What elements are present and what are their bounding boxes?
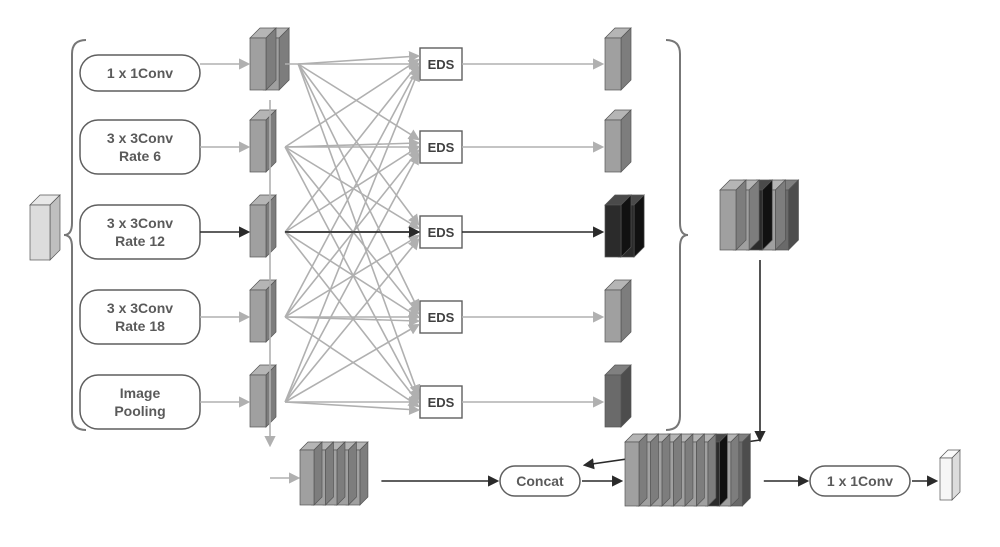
svg-text:EDS: EDS (428, 225, 455, 240)
col1-cube-3 (250, 280, 276, 342)
svg-text:1 x 1Conv: 1 x 1Conv (107, 65, 173, 81)
eds-box-1: EDS (420, 131, 462, 163)
svg-text:3 x 3Conv: 3 x 3Conv (107, 215, 173, 231)
conv1x1-bottom: 1 x 1Conv (810, 466, 910, 496)
svg-text:Rate 18: Rate 18 (115, 318, 165, 334)
op-op1: 1 x 1Conv (80, 55, 200, 91)
col1-cube-1 (250, 110, 276, 172)
diagram-canvas: 1 x 1Conv 3 x 3Conv Rate 6 3 x 3Conv Rate 12… (0, 0, 1000, 547)
svg-text:EDS: EDS (428, 395, 455, 410)
svg-text:Concat: Concat (516, 473, 564, 489)
col3-cube-2 (605, 195, 644, 257)
fan-arrow-0-0 (298, 56, 418, 64)
op-op3: 3 x 3Conv Rate 12 (80, 205, 200, 259)
concat-op: Concat (500, 466, 580, 496)
op-op2: 3 x 3Conv Rate 6 (80, 120, 200, 174)
svg-text:3 x 3Conv: 3 x 3Conv (107, 300, 173, 316)
svg-text:EDS: EDS (428, 310, 455, 325)
eds-box-4: EDS (420, 386, 462, 418)
op-op5: Image Pooling (80, 375, 200, 429)
input-feature-cube (30, 195, 60, 260)
right-concat-stack (720, 180, 798, 250)
svg-text:Rate 12: Rate 12 (115, 233, 165, 249)
fan-arrow-4-4 (285, 402, 418, 410)
svg-text:Pooling: Pooling (114, 403, 165, 419)
op-box (80, 120, 200, 174)
fan-arrow-1-4 (285, 147, 418, 398)
fan-arrow-2-0 (285, 64, 418, 232)
op-op4: 3 x 3Conv Rate 18 (80, 290, 200, 344)
col1-cube-0 (250, 28, 289, 90)
svg-text:EDS: EDS (428, 140, 455, 155)
svg-text:Image: Image (120, 385, 161, 401)
fan-arrow-4-0 (285, 72, 418, 402)
bottom-big-stack (625, 434, 750, 506)
col1-cube-4 (250, 365, 276, 427)
col1-cube-2 (250, 195, 276, 257)
bottom-small-stack (300, 442, 368, 505)
output-cube (940, 450, 960, 500)
col3-cube-0 (605, 28, 631, 90)
eds-box-0: EDS (420, 48, 462, 80)
eds-box-3: EDS (420, 301, 462, 333)
col3-cube-4 (605, 365, 631, 427)
svg-text:EDS: EDS (428, 57, 455, 72)
svg-text:Rate 6: Rate 6 (119, 148, 161, 164)
col3-cube-3 (605, 280, 631, 342)
eds-box-2: EDS (420, 216, 462, 248)
op-box (80, 205, 200, 259)
svg-text:3 x 3Conv: 3 x 3Conv (107, 130, 173, 146)
op-box (80, 290, 200, 344)
svg-text:1 x 1Conv: 1 x 1Conv (827, 473, 893, 489)
col3-cube-1 (605, 110, 631, 172)
fan-arrow-3-1 (285, 151, 418, 317)
right-brace (666, 40, 688, 430)
op-box (80, 375, 200, 429)
